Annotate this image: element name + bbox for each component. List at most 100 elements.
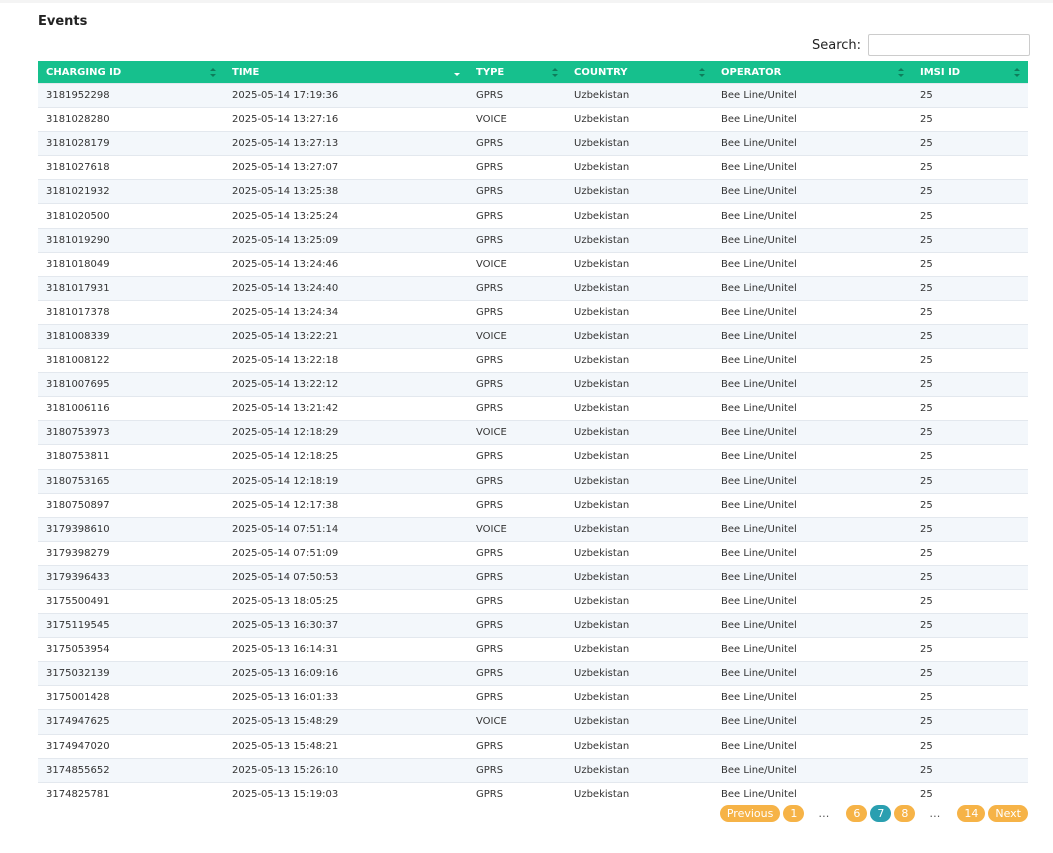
table-row: 3180753165 2025-05-14 12:18:19 GPRS Uzbekis… — [38, 468, 1028, 494]
table-cell: Uzbekistan — [566, 179, 713, 204]
column-header[interactable]: TIME — [224, 61, 468, 84]
table-cell: 2025-05-13 15:19:03 — [224, 781, 468, 806]
column-header[interactable]: CHARGING ID — [38, 61, 224, 84]
table-cell: Bee Line/Unitel — [713, 155, 912, 180]
table-row: 3179398279 2025-05-14 07:51:09 GPRS Uzbekis… — [38, 540, 1028, 566]
table-cell: Uzbekistan — [566, 492, 713, 518]
column-header-label: OPERATOR — [721, 66, 782, 78]
table-cell: 2025-05-14 13:24:34 — [224, 299, 468, 325]
table-cell: Bee Line/Unitel — [713, 757, 912, 783]
table-cell: 3181020500 — [38, 203, 224, 229]
table-cell: Uzbekistan — [566, 564, 713, 590]
table-cell: 25 — [912, 275, 1028, 301]
sort-icon — [552, 68, 558, 77]
table-cell: 2025-05-14 12:18:19 — [224, 468, 468, 494]
table-cell: 25 — [912, 372, 1028, 397]
table-cell: 2025-05-14 17:19:36 — [224, 82, 468, 108]
table-cell: 25 — [912, 733, 1028, 759]
table-cell: 2025-05-13 18:05:25 — [224, 588, 468, 614]
table-cell: 3181021932 — [38, 179, 224, 204]
table-cell: Uzbekistan — [566, 733, 713, 759]
table-cell: 2025-05-14 13:22:12 — [224, 372, 468, 397]
table-row: 3181017931 2025-05-14 13:24:40 GPRS Uzbekis… — [38, 275, 1028, 301]
table-cell: 2025-05-14 12:18:25 — [224, 444, 468, 469]
table-cell: 25 — [912, 781, 1028, 806]
column-header[interactable]: COUNTRY — [566, 61, 713, 84]
table-cell: Uzbekistan — [566, 685, 713, 710]
table-body: 3181952298 2025-05-14 17:19:36 GPRS Uzbekis… — [38, 82, 1028, 806]
table-cell: Bee Line/Unitel — [713, 372, 912, 397]
table-cell: 25 — [912, 131, 1028, 156]
table-cell: Bee Line/Unitel — [713, 637, 912, 662]
table-cell: 25 — [912, 613, 1028, 638]
page-button[interactable]: 8 — [894, 805, 916, 822]
table-cell: 3179398279 — [38, 540, 224, 566]
table-cell: GPRS — [468, 781, 566, 806]
page-button[interactable]: Previous — [719, 805, 781, 822]
table-cell: Uzbekistan — [566, 613, 713, 638]
page-button-active[interactable]: 7 — [870, 805, 892, 822]
table-cell: 3174947625 — [38, 709, 224, 735]
table-cell: 2025-05-14 13:22:21 — [224, 323, 468, 349]
table-row: 3179398610 2025-05-14 07:51:14 VOICE Uzbeki… — [38, 516, 1028, 542]
table-cell: 3175001428 — [38, 685, 224, 710]
table-row: 3181019290 2025-05-14 13:25:09 GPRS Uzbekis… — [38, 227, 1028, 253]
table-cell: GPRS — [468, 227, 566, 253]
table-cell: 3180753973 — [38, 420, 224, 445]
sort-icon — [210, 68, 216, 77]
table-row: 3181008339 2025-05-14 13:22:21 VOICE Uzbeki… — [38, 323, 1028, 349]
table-cell: GPRS — [468, 155, 566, 180]
page-button[interactable]: Next — [988, 805, 1028, 822]
table-cell: GPRS — [468, 348, 566, 373]
table-cell: 3181028280 — [38, 107, 224, 132]
column-header-label: TYPE — [476, 66, 505, 78]
table-row: 3175032139 2025-05-13 16:09:16 GPRS Uzbekis… — [38, 661, 1028, 686]
page-button[interactable]: 6 — [846, 805, 868, 822]
table-cell: 25 — [912, 155, 1028, 180]
table-cell: 25 — [912, 82, 1028, 108]
table-cell: 3179398610 — [38, 516, 224, 542]
column-header[interactable]: TYPE — [468, 61, 566, 84]
page-button[interactable]: 1 — [783, 805, 805, 822]
table-cell: 2025-05-14 13:24:40 — [224, 275, 468, 301]
table-cell: GPRS — [468, 757, 566, 783]
table-row: 3180753811 2025-05-14 12:18:25 GPRS Uzbekis… — [38, 444, 1028, 469]
table-cell: 25 — [912, 227, 1028, 253]
table-cell: 3175032139 — [38, 661, 224, 686]
column-header-label: COUNTRY — [574, 66, 628, 78]
page-title: Events — [38, 14, 88, 29]
table-cell: Uzbekistan — [566, 444, 713, 469]
table-cell: Uzbekistan — [566, 107, 713, 132]
table-cell: 2025-05-14 13:27:13 — [224, 131, 468, 156]
column-header-label: IMSI ID — [920, 66, 961, 78]
table-cell: 3175053954 — [38, 637, 224, 662]
table-cell: Bee Line/Unitel — [713, 275, 912, 301]
table-cell: GPRS — [468, 275, 566, 301]
table-cell: GPRS — [468, 540, 566, 566]
table-row: 3179396433 2025-05-14 07:50:53 GPRS Uzbekis… — [38, 564, 1028, 590]
table-cell: 25 — [912, 203, 1028, 229]
column-header[interactable]: OPERATOR — [713, 61, 912, 84]
table-row: 3181018049 2025-05-14 13:24:46 VOICE Uzbeki… — [38, 251, 1028, 277]
table-cell: GPRS — [468, 372, 566, 397]
table-cell: 3181007695 — [38, 372, 224, 397]
table-cell: Bee Line/Unitel — [713, 107, 912, 132]
table-cell: Bee Line/Unitel — [713, 396, 912, 421]
table-cell: Bee Line/Unitel — [713, 492, 912, 518]
table-cell: 25 — [912, 637, 1028, 662]
column-header[interactable]: IMSI ID — [912, 61, 1028, 84]
table-cell: Bee Line/Unitel — [713, 179, 912, 204]
table-row: 3175001428 2025-05-13 16:01:33 GPRS Uzbekis… — [38, 685, 1028, 710]
table-cell: Uzbekistan — [566, 661, 713, 686]
table-cell: 2025-05-14 07:51:09 — [224, 540, 468, 566]
table-cell: Bee Line/Unitel — [713, 709, 912, 735]
table-cell: Bee Line/Unitel — [713, 540, 912, 566]
page-button[interactable]: 14 — [957, 805, 986, 822]
search-label: Search: — [812, 37, 862, 53]
table-cell: 3181019290 — [38, 227, 224, 253]
table-row: 3181021932 2025-05-14 13:25:38 GPRS Uzbekis… — [38, 179, 1028, 204]
table-cell: GPRS — [468, 299, 566, 325]
table-cell: 3181006116 — [38, 396, 224, 421]
search-input[interactable] — [868, 34, 1031, 56]
table-cell: GPRS — [468, 179, 566, 204]
